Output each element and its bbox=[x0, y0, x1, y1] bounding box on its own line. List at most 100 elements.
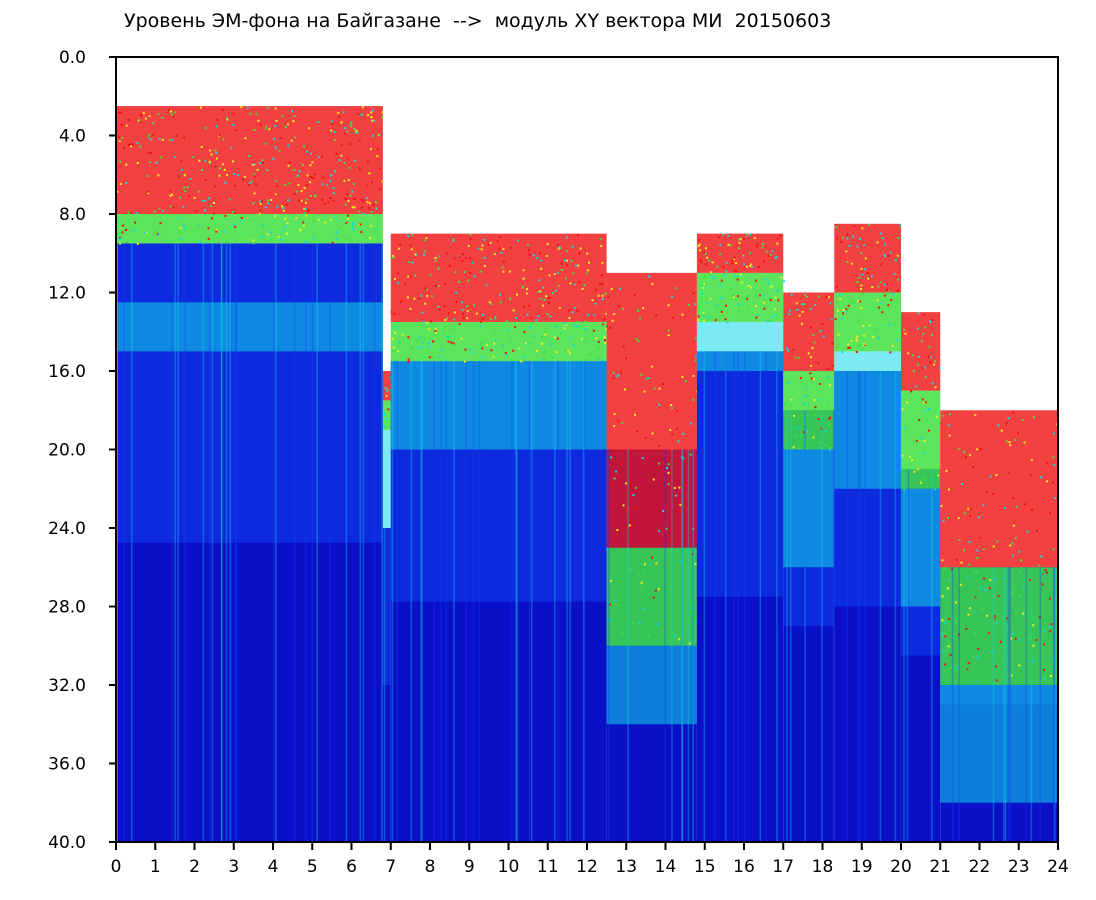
heat-speck bbox=[667, 329, 670, 332]
heat-speck bbox=[273, 137, 276, 140]
x-tick-label: 22 bbox=[969, 857, 991, 877]
heat-speck bbox=[569, 282, 572, 285]
heat-speck bbox=[967, 662, 970, 665]
heat-speck bbox=[545, 254, 548, 257]
heat-speck bbox=[407, 358, 410, 361]
heat-speck bbox=[321, 155, 324, 158]
heat-streak bbox=[305, 243, 307, 842]
heat-speck bbox=[957, 517, 960, 520]
heat-speck bbox=[674, 494, 677, 497]
heat-speck bbox=[347, 179, 350, 182]
heat-speck bbox=[318, 155, 321, 158]
heat-speck bbox=[1000, 429, 1003, 432]
heat-speck bbox=[933, 363, 936, 366]
heat-speck bbox=[655, 562, 658, 565]
heat-speck bbox=[232, 172, 235, 175]
heat-speck bbox=[1009, 544, 1012, 547]
heat-speck bbox=[637, 572, 640, 575]
heat-speck bbox=[486, 344, 489, 347]
heat-speck bbox=[848, 346, 851, 349]
heat-speck bbox=[563, 327, 566, 330]
heat-speck bbox=[945, 649, 948, 652]
heat-speck bbox=[901, 408, 904, 411]
heat-speck bbox=[509, 297, 512, 300]
heat-speck bbox=[1012, 524, 1015, 527]
heat-speck bbox=[617, 419, 620, 422]
heat-speck bbox=[349, 124, 352, 127]
heat-cell bbox=[940, 410, 1058, 568]
heat-speck bbox=[369, 148, 372, 151]
heat-speck bbox=[383, 425, 386, 428]
heat-speck bbox=[960, 483, 963, 486]
x-tick-label: 14 bbox=[655, 857, 677, 877]
heat-speck bbox=[393, 277, 396, 280]
heat-speck bbox=[522, 269, 525, 272]
heat-speck bbox=[545, 336, 548, 339]
heat-speck bbox=[116, 190, 119, 193]
heat-speck bbox=[991, 650, 994, 653]
heat-speck bbox=[288, 182, 291, 185]
heat-speck bbox=[376, 155, 379, 158]
heat-speck bbox=[565, 323, 568, 326]
x-tick-label: 23 bbox=[1008, 857, 1030, 877]
heat-speck bbox=[1039, 569, 1042, 572]
heat-speck bbox=[785, 438, 788, 441]
heat-speck bbox=[300, 190, 303, 193]
heat-speck bbox=[368, 172, 371, 175]
heat-speck bbox=[828, 417, 831, 420]
heat-speck bbox=[682, 457, 685, 460]
heat-speck bbox=[408, 260, 411, 263]
heat-speck bbox=[584, 337, 587, 340]
heat-cell bbox=[834, 223, 901, 293]
heat-speck bbox=[727, 234, 730, 237]
heat-speck bbox=[616, 375, 619, 378]
heat-speck bbox=[809, 307, 812, 310]
heat-speck bbox=[689, 453, 692, 456]
heat-speck bbox=[430, 356, 433, 359]
heat-speck bbox=[434, 331, 437, 334]
heat-speck bbox=[399, 243, 402, 246]
heat-streak bbox=[530, 361, 533, 842]
heat-speck bbox=[427, 328, 430, 331]
heat-speck bbox=[804, 394, 807, 397]
heat-speck bbox=[615, 470, 618, 473]
heat-speck bbox=[775, 289, 778, 292]
heat-streak bbox=[511, 361, 513, 842]
heat-speck bbox=[312, 220, 315, 223]
heat-speck bbox=[675, 409, 678, 412]
heat-streak bbox=[566, 361, 568, 842]
heat-streak bbox=[681, 449, 683, 842]
heat-speck bbox=[919, 481, 922, 484]
heat-speck bbox=[929, 361, 932, 364]
heat-speck bbox=[984, 647, 987, 650]
heat-speck bbox=[558, 245, 561, 248]
heat-speck bbox=[887, 304, 890, 307]
heat-speck bbox=[665, 518, 668, 521]
heat-speck bbox=[754, 294, 757, 297]
x-tick-label: 20 bbox=[890, 857, 912, 877]
heat-streak bbox=[184, 243, 186, 842]
heat-speck bbox=[1006, 440, 1009, 443]
heat-streak bbox=[433, 361, 436, 842]
heat-speck bbox=[391, 338, 394, 341]
heat-speck bbox=[916, 468, 919, 471]
heat-speck bbox=[481, 356, 484, 359]
heat-speck bbox=[874, 328, 877, 331]
heat-speck bbox=[521, 286, 524, 289]
heat-speck bbox=[948, 617, 951, 620]
heat-speck bbox=[409, 244, 412, 247]
heat-cell bbox=[901, 390, 941, 489]
heat-speck bbox=[993, 614, 996, 617]
heat-speck bbox=[697, 245, 700, 248]
heat-speck bbox=[417, 347, 420, 350]
heat-speck bbox=[819, 382, 822, 385]
heat-speck bbox=[344, 126, 347, 129]
x-tick-label: 24 bbox=[1047, 857, 1069, 877]
heat-speck bbox=[168, 109, 171, 112]
heat-speck bbox=[949, 666, 952, 669]
heat-speck bbox=[434, 284, 437, 287]
heat-speck bbox=[1046, 480, 1049, 483]
heat-speck bbox=[429, 274, 432, 277]
heat-speck bbox=[200, 169, 203, 172]
heat-speck bbox=[774, 313, 777, 316]
